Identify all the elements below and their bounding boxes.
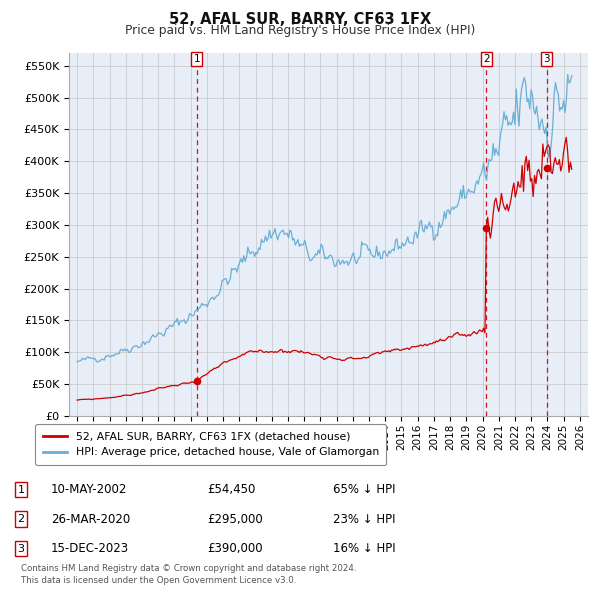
Legend: 52, AFAL SUR, BARRY, CF63 1FX (detached house), HPI: Average price, detached hou: 52, AFAL SUR, BARRY, CF63 1FX (detached …: [35, 424, 386, 465]
Text: 1: 1: [17, 485, 25, 494]
Text: 65% ↓ HPI: 65% ↓ HPI: [333, 483, 395, 496]
Text: 3: 3: [17, 544, 25, 553]
Text: 10-MAY-2002: 10-MAY-2002: [51, 483, 127, 496]
Text: 23% ↓ HPI: 23% ↓ HPI: [333, 513, 395, 526]
Text: 1: 1: [193, 54, 200, 64]
Text: Contains HM Land Registry data © Crown copyright and database right 2024.
This d: Contains HM Land Registry data © Crown c…: [21, 565, 356, 585]
Text: £295,000: £295,000: [207, 513, 263, 526]
Text: 3: 3: [544, 54, 550, 64]
Text: £54,450: £54,450: [207, 483, 256, 496]
Text: 16% ↓ HPI: 16% ↓ HPI: [333, 542, 395, 555]
Text: £390,000: £390,000: [207, 542, 263, 555]
Text: 26-MAR-2020: 26-MAR-2020: [51, 513, 130, 526]
Text: 15-DEC-2023: 15-DEC-2023: [51, 542, 129, 555]
Text: 2: 2: [17, 514, 25, 524]
Text: 52, AFAL SUR, BARRY, CF63 1FX: 52, AFAL SUR, BARRY, CF63 1FX: [169, 12, 431, 27]
Text: 2: 2: [483, 54, 490, 64]
Text: Price paid vs. HM Land Registry's House Price Index (HPI): Price paid vs. HM Land Registry's House …: [125, 24, 475, 37]
